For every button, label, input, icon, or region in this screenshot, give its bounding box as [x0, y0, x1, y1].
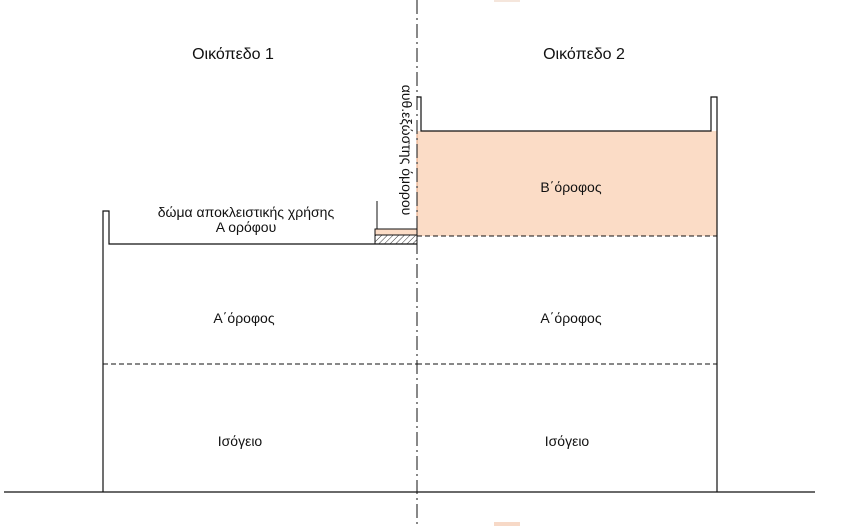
bottom-marker — [494, 522, 520, 526]
left-roof-label-line2: Α ορόφου — [216, 219, 277, 235]
neighbour-balcony-slab — [374, 228, 418, 236]
right-first-floor-label: Α΄όροφος — [540, 310, 601, 326]
right-second-floor-label: Β΄όροφος — [540, 179, 601, 195]
left-plot-title: Οικόπεδο 1 — [192, 46, 274, 63]
left-first-floor-label: Α΄όροφος — [213, 310, 274, 326]
left-roof-label-line1: δώμα αποκλειστικής χρήσης — [158, 204, 335, 220]
second-floor-area — [417, 131, 717, 236]
left-building-outline — [102, 210, 417, 492]
left-ground-floor-label: Ισόγειο — [218, 433, 263, 449]
right-plot-title: Οικόπεδο 2 — [543, 46, 625, 63]
party-wall-label: αυθ.εξώστης όμορου — [399, 85, 415, 216]
right-building-outline — [417, 96, 718, 492]
top-marker — [494, 0, 520, 2]
right-ground-floor-label: Ισόγειο — [545, 433, 590, 449]
neighbour-balcony-hatch — [374, 234, 418, 245]
